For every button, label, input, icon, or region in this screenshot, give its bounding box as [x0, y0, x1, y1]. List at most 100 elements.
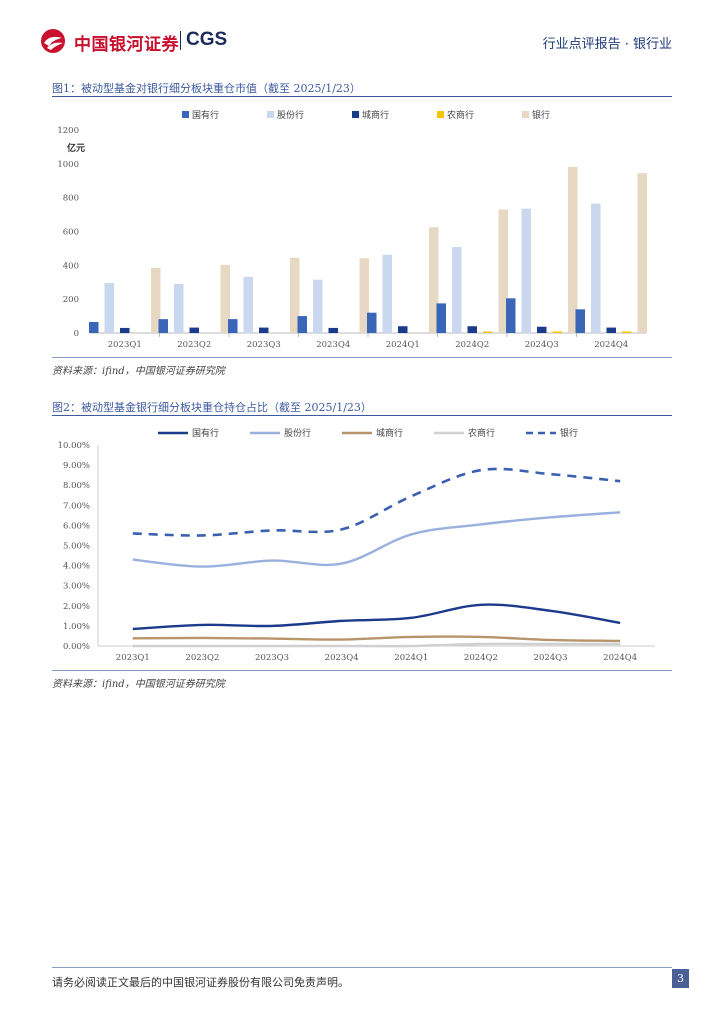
x-tick-label: 2024Q1	[394, 653, 428, 663]
report-type: 行业点评报告 · 银行业	[542, 37, 672, 52]
bar	[174, 283, 184, 333]
bar	[367, 312, 377, 333]
x-tick-label: 2024Q4	[603, 653, 637, 663]
bar	[552, 331, 562, 333]
legend-label: 银行	[532, 109, 550, 121]
series-line-1	[132, 511, 621, 568]
y-tick-label: 10.00%	[58, 441, 90, 451]
legend-label: 城商行	[362, 109, 389, 121]
figure1-title: 图1：被动型基金对银行细分板块重仓市值（截至 2025/1/23）	[52, 82, 361, 95]
page-number: 3	[672, 969, 689, 988]
x-tick-label: 2023Q4	[316, 340, 350, 350]
bar	[568, 166, 578, 333]
bar	[89, 322, 99, 333]
y-tick-label: 1200	[57, 126, 79, 136]
y-tick-label: 7.00%	[63, 501, 90, 511]
y-axis-unit: 亿元	[67, 142, 85, 154]
y-tick-label: 0.00%	[63, 642, 90, 652]
legend-swatch	[522, 111, 529, 118]
legend-label: 银行	[560, 427, 578, 439]
y-tick-label: 3.00%	[63, 582, 90, 592]
y-tick-label: 0	[74, 329, 79, 339]
x-tick-label: 2023Q3	[247, 340, 281, 350]
series-line-4	[132, 467, 621, 537]
x-tick-label: 2024Q3	[525, 340, 559, 350]
x-tick-label: 2024Q2	[455, 340, 489, 350]
legend-label: 股份行	[277, 109, 304, 121]
bar	[297, 316, 307, 333]
brand-divider	[180, 31, 181, 50]
bar	[537, 326, 547, 333]
series-line-2	[132, 635, 621, 643]
legend-swatch	[267, 111, 274, 118]
bar	[498, 209, 508, 333]
x-tick-label: 2024Q2	[464, 653, 498, 663]
y-tick-label: 9.00%	[63, 461, 90, 471]
bar	[313, 279, 323, 333]
bar	[467, 326, 477, 333]
legend-swatch	[352, 111, 359, 118]
brand-name-en: CGS	[186, 29, 228, 50]
bar	[151, 267, 161, 333]
x-tick-label: 2023Q1	[116, 653, 150, 663]
series-line-0	[132, 603, 621, 631]
x-tick-label: 2024Q3	[534, 653, 568, 663]
bar	[398, 326, 408, 333]
x-tick-label: 2023Q1	[108, 340, 142, 350]
x-tick-label: 2023Q2	[185, 653, 219, 663]
bar	[483, 331, 493, 333]
figure2-top-rule	[52, 415, 672, 416]
x-tick-label: 2023Q4	[325, 653, 359, 663]
footer-disclaimer: 请务必阅读正文最后的中国银河证券股份有限公司免责声明。	[52, 976, 349, 989]
bar	[575, 309, 585, 333]
bar	[622, 331, 632, 333]
x-tick-label: 2023Q3	[255, 653, 289, 663]
x-tick-label: 2024Q4	[594, 340, 628, 350]
legend-swatch	[182, 111, 189, 118]
y-tick-label: 1000	[57, 160, 79, 170]
figure1-source: 资料来源：ifind，中国银河证券研究院	[52, 366, 225, 377]
bar	[429, 227, 439, 333]
page-header: 中国银河证券 CGS 行业点评报告 · 银行业	[0, 0, 724, 60]
figure1-bottom-rule	[52, 357, 672, 358]
y-tick-label: 2.00%	[63, 602, 90, 612]
bar	[436, 303, 446, 333]
figure2-line-chart: 国有行 股份行 城商行 农商行 银行 0.00% 1.00% 2.00% 3.00% 4.00% 5…	[58, 427, 655, 663]
legend-label: 农商行	[447, 109, 474, 121]
bar	[220, 264, 230, 333]
y-tick-label: 1.00%	[63, 622, 90, 632]
bar	[120, 327, 130, 333]
bar	[243, 276, 253, 333]
footer-rule	[52, 967, 672, 968]
y-tick-label: 4.00%	[63, 562, 90, 572]
y-tick-label: 400	[63, 261, 79, 271]
brand-name-cn: 中国银河证券	[74, 35, 179, 55]
y-tick-label: 6.00%	[63, 521, 90, 531]
y-tick-label: 5.00%	[63, 542, 90, 552]
legend-label: 国有行	[192, 109, 219, 121]
legend-swatch	[437, 111, 444, 118]
bar	[328, 327, 338, 333]
legend-label: 城商行	[376, 427, 403, 439]
figure2-bottom-rule	[52, 670, 672, 671]
bar	[591, 203, 601, 333]
x-tick-label: 2024Q1	[386, 340, 420, 350]
bar	[521, 208, 531, 333]
figure1-top-rule	[52, 96, 672, 97]
bar	[290, 257, 300, 333]
y-tick-label: 800	[63, 194, 79, 204]
cgs-logo-icon	[41, 29, 65, 53]
legend-label: 农商行	[468, 427, 495, 439]
y-tick-label: 600	[63, 228, 79, 238]
figure2-source: 资料来源：ifind，中国银河证券研究院	[52, 679, 225, 690]
bar	[259, 327, 269, 333]
bar	[228, 319, 238, 333]
y-tick-label: 200	[63, 295, 79, 305]
bar	[104, 283, 114, 333]
bar	[189, 327, 199, 333]
bar	[158, 319, 168, 333]
series-line-3	[132, 642, 621, 648]
bar	[382, 254, 392, 333]
bar	[452, 247, 462, 333]
